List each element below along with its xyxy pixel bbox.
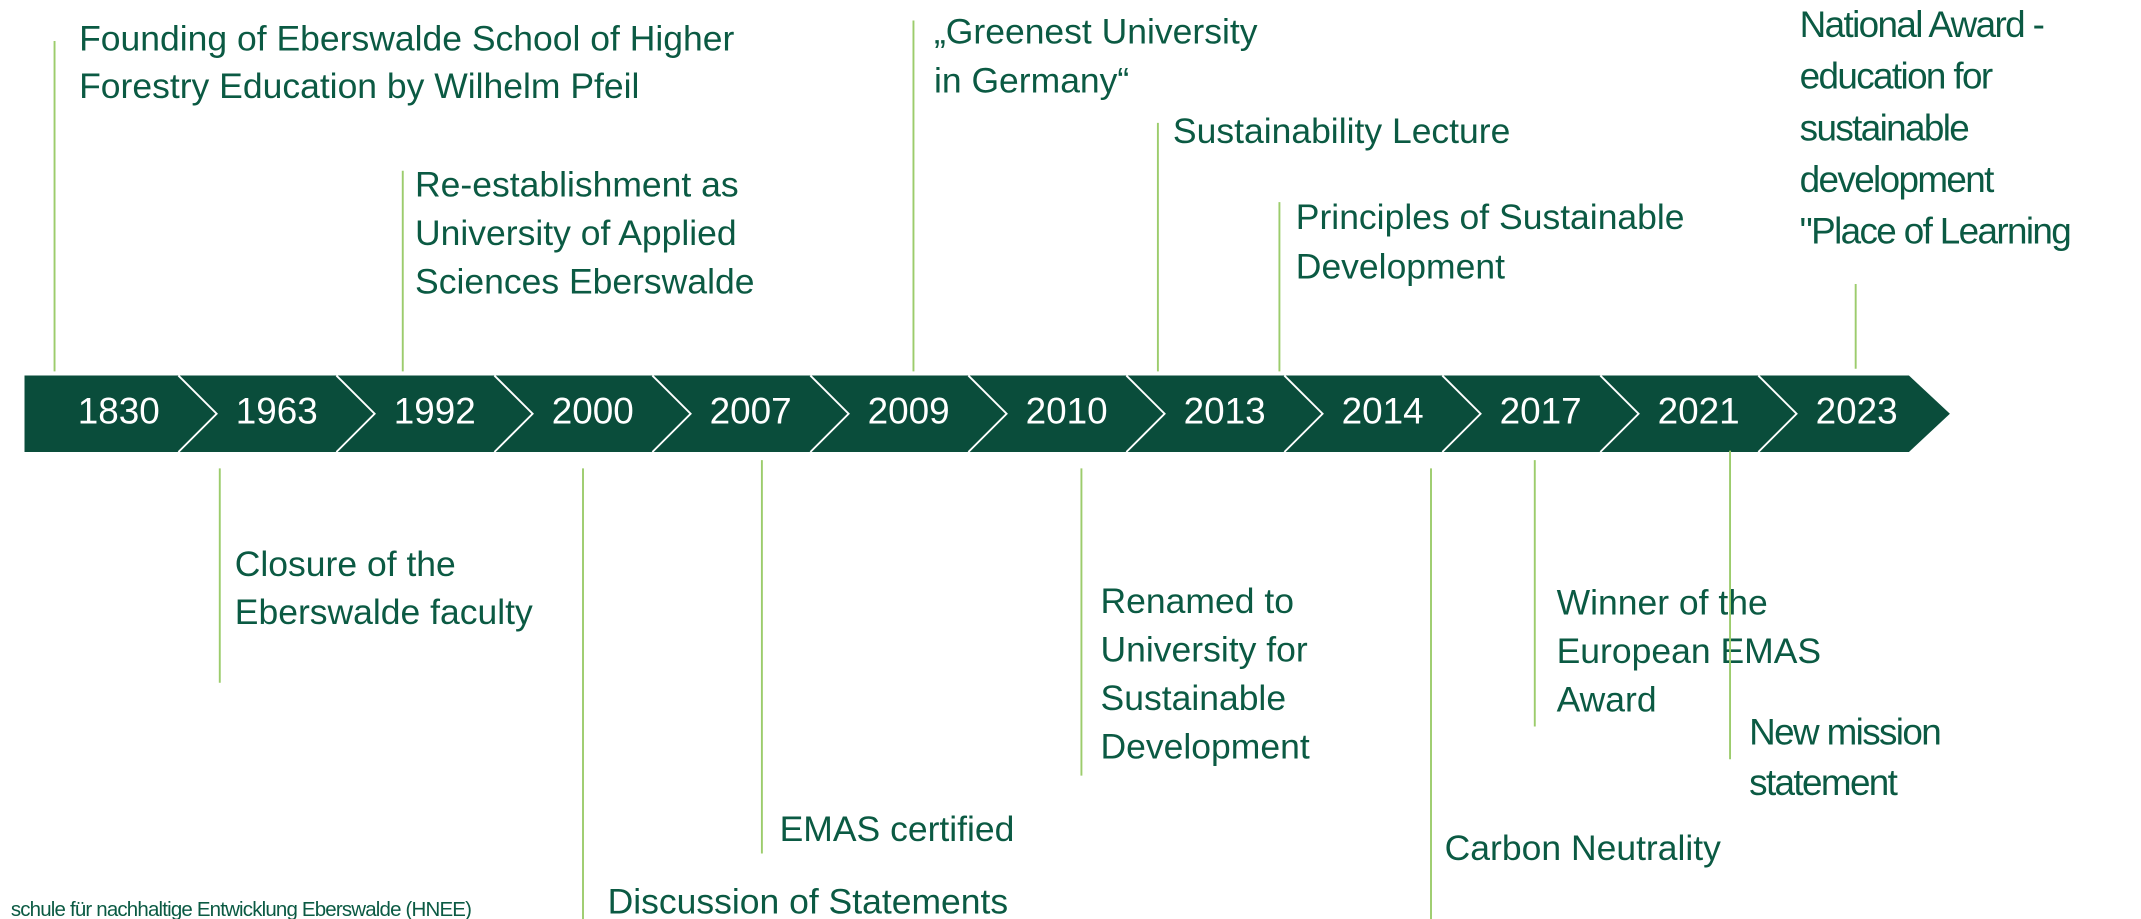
chevron-divider: [967, 374, 1008, 453]
event-label: EMAS certified: [780, 809, 1015, 849]
event-label: Sciences Eberswalde: [415, 261, 754, 301]
event-label: Development: [1296, 246, 1505, 286]
event-label: Forestry Education by Wilhelm Pfeil: [79, 66, 639, 106]
chevron-divider: [1441, 374, 1482, 453]
year-label: 2013: [1184, 390, 1266, 431]
event-label: Closure of the: [235, 544, 456, 584]
chevron-divider: [493, 374, 534, 453]
year-label: 2007: [710, 390, 792, 431]
event-label: development: [1800, 159, 1994, 200]
chevron-divider: [335, 374, 376, 453]
event-label: Eberswalde faculty: [235, 592, 533, 632]
event-label: New mission: [1749, 711, 1940, 752]
year-label: 2023: [1816, 390, 1898, 431]
year-label: 2017: [1500, 390, 1582, 431]
timeline-arrow: [24, 375, 1950, 452]
chevron-divider: [1599, 374, 1640, 453]
event-label: Principles of Sustainable: [1296, 197, 1685, 237]
year-label: 1830: [78, 390, 160, 431]
event-label: statement: [1749, 762, 1898, 803]
year-label: 2009: [868, 390, 950, 431]
event-label: education for: [1800, 56, 1993, 97]
year-label: 2014: [1342, 390, 1424, 431]
event-label: in Germany“: [934, 61, 1129, 101]
event-label: Founding of Eberswalde School of Higher: [79, 18, 734, 58]
year-label: 2010: [1026, 390, 1108, 431]
event-label: Discussion of Statements: [608, 881, 1009, 919]
year-label: 2000: [552, 390, 634, 431]
year-label: 1963: [236, 390, 318, 431]
event-label: University of Applied: [415, 213, 737, 253]
event-label: European EMAS: [1557, 631, 1821, 671]
event-label: „Greenest University: [934, 12, 1258, 52]
chevron-divider: [1283, 374, 1324, 453]
event-label: Re-establishment as: [415, 164, 739, 204]
event-label: Winner of the: [1557, 582, 1768, 622]
event-label: Sustainability Lecture: [1173, 111, 1510, 151]
event-label: "Place of Learning: [1800, 211, 2071, 252]
chevron-divider: [177, 374, 218, 453]
chevron-divider: [651, 374, 692, 453]
event-label: Award: [1557, 679, 1657, 719]
event-label: Development: [1101, 726, 1310, 766]
event-label: Carbon Neutrality: [1445, 828, 1721, 868]
chevron-divider: [1125, 374, 1166, 453]
chevron-divider: [809, 374, 850, 453]
year-label: 1992: [394, 390, 476, 431]
footer: schule für nachhaltige Entwicklung Ebers…: [11, 898, 471, 919]
event-label: Renamed to: [1101, 581, 1294, 621]
year-label: 2021: [1658, 390, 1740, 431]
event-label: Sustainable: [1101, 678, 1287, 718]
event-label: sustainable: [1800, 107, 1969, 148]
event-label: University for: [1101, 629, 1308, 669]
event-label: National Award -: [1800, 4, 2044, 45]
chevron-divider: [1757, 374, 1798, 453]
